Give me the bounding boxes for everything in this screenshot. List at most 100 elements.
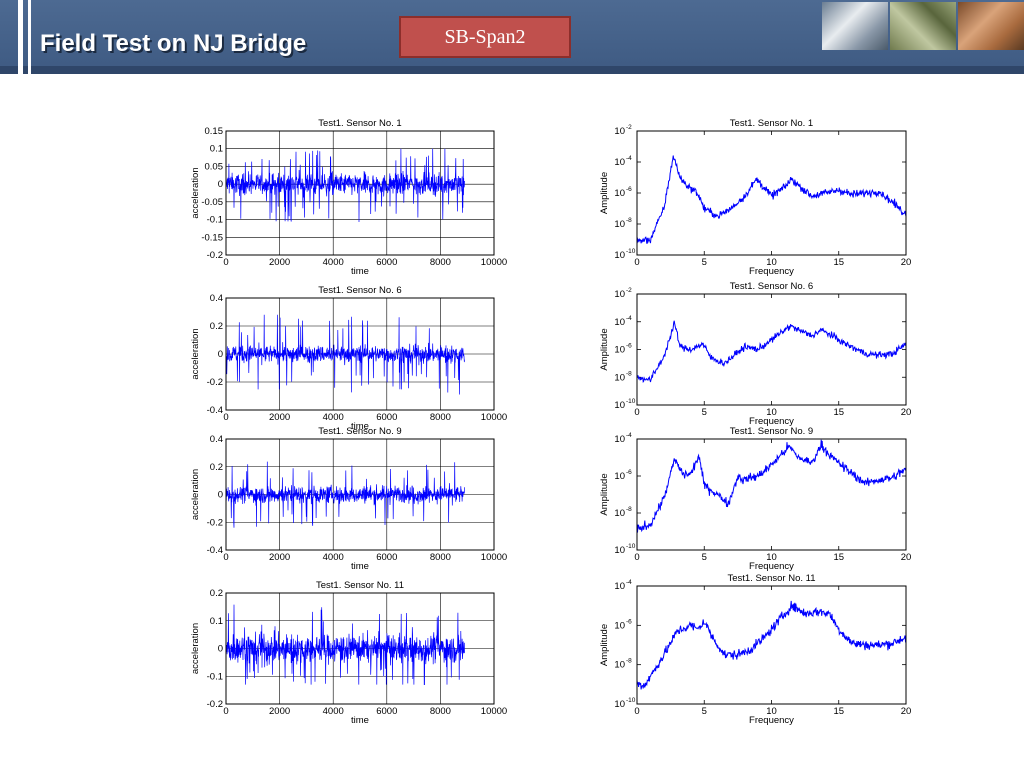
t1-y-tick-label: -0.2 [207, 250, 223, 261]
t11-x-tick-label: 4000 [323, 706, 344, 717]
t6-plot-frame [225, 297, 495, 411]
f11-x-tick-label: 10 [766, 706, 777, 717]
t1-series-line [225, 148, 465, 223]
t1-x-tick-label: 8000 [430, 257, 451, 268]
t6-y-tick-label: -0.2 [207, 377, 223, 388]
f9-x-tick-label: 20 [901, 552, 912, 563]
t11-y-tick-label: 0 [218, 644, 223, 655]
f9-y-tick-exponent: -4 [626, 432, 632, 439]
f6-x-tick-label: 5 [702, 407, 707, 418]
t6-y-tick-label: 0.4 [210, 293, 223, 304]
t9-y-tick-label: 0.4 [210, 434, 223, 445]
t11-y-tick-label: -0.1 [207, 671, 223, 682]
t6-chart-title: Test1. Sensor No. 6 [318, 285, 401, 296]
t1-x-tick-label: 0 [223, 257, 228, 268]
f1-x-tick-label: 20 [901, 257, 912, 268]
t6-x-tick-label: 4000 [323, 412, 344, 423]
t6-series-line [225, 314, 465, 395]
f6-y-tick-label: 10 [614, 317, 625, 328]
f9-y-axis-label: Amplitude [599, 473, 610, 515]
f9-x-tick-label: 0 [634, 552, 639, 563]
f1-y-tick-label: 10 [614, 219, 625, 230]
t11-x-tick-label: 0 [223, 706, 228, 717]
f1-x-tick-label: 5 [702, 257, 707, 268]
f1-series-line [636, 155, 907, 245]
t1-y-tick-label: -0.1 [207, 215, 223, 226]
header-band [0, 66, 1024, 74]
f6-y-tick-label: 10 [614, 289, 625, 300]
t9-x-axis-label: time [351, 561, 369, 572]
f6-y-tick-exponent: -2 [626, 287, 632, 294]
t6-y-tick-label: 0.2 [210, 321, 223, 332]
f11-y-tick-label: 10 [614, 581, 625, 592]
t1-plot-frame [225, 130, 495, 256]
f9-y-tick-label: 10 [614, 508, 625, 519]
f11-x-tick-label: 5 [702, 706, 707, 717]
t1-x-tick-label: 10000 [481, 257, 507, 268]
f6-x-tick-label: 15 [833, 407, 844, 418]
t11-plot-frame [225, 592, 495, 705]
f11-y-tick-exponent: -6 [626, 618, 632, 625]
bridge-photo-2 [890, 2, 956, 50]
f11-y-tick-exponent: -4 [626, 579, 632, 586]
f11-y-tick-label: 10 [614, 660, 625, 671]
t1-y-tick-label: 0 [218, 179, 223, 190]
f1-x-tick-label: 0 [634, 257, 639, 268]
t6-x-tick-label: 2000 [269, 412, 290, 423]
f1-x-tick-label: 15 [833, 257, 844, 268]
f11-y-axis-label: Amplitude [599, 624, 610, 666]
f9-series-line [636, 439, 907, 533]
f6-y-tick-exponent: -4 [626, 315, 632, 322]
f11-chart-title: Test1. Sensor No. 11 [727, 573, 815, 584]
f9-x-tick-label: 5 [702, 552, 707, 563]
t11-y-tick-label: 0.2 [210, 588, 223, 599]
f6-y-tick-exponent: -6 [626, 343, 632, 350]
t11-x-tick-label: 6000 [376, 706, 397, 717]
f1-y-tick-exponent: -4 [626, 155, 632, 162]
t6-x-axis-label: time [351, 421, 369, 432]
f11-plot-frame [636, 585, 907, 705]
f1-x-axis-label: Frequency [749, 266, 794, 277]
bridge-photo-1 [822, 2, 888, 50]
t11-x-tick-label: 10000 [481, 706, 507, 717]
t9-x-tick-label: 10000 [481, 552, 507, 563]
t9-plot-frame [225, 438, 495, 551]
f9-y-tick-label: 10 [614, 545, 625, 556]
f9-y-tick-label: 10 [614, 471, 625, 482]
t6-x-tick-label: 10000 [481, 412, 507, 423]
f9-x-tick-label: 15 [833, 552, 844, 563]
f1-y-tick-exponent: -2 [626, 124, 632, 131]
t1-y-tick-label: 0.1 [210, 144, 223, 155]
t6-y-tick-label: -0.4 [207, 405, 223, 416]
t9-x-tick-label: 0 [223, 552, 228, 563]
t1-y-axis-label: acceleration [190, 167, 201, 218]
f9-x-tick-label: 10 [766, 552, 777, 563]
t9-x-tick-label: 6000 [376, 552, 397, 563]
f11-y-tick-exponent: -10 [626, 697, 636, 704]
f1-y-tick-label: 10 [614, 188, 625, 199]
t11-x-tick-label: 2000 [269, 706, 290, 717]
t11-y-tick-label: -0.2 [207, 699, 223, 710]
t1-x-tick-label: 6000 [376, 257, 397, 268]
t9-chart-title: Test1. Sensor No. 9 [318, 426, 401, 437]
f9-y-tick-exponent: -6 [626, 469, 632, 476]
f9-x-axis-label: Frequency [749, 561, 794, 572]
f11-y-tick-label: 10 [614, 699, 625, 710]
t9-y-tick-label: -0.4 [207, 545, 223, 556]
t9-x-tick-label: 4000 [323, 552, 344, 563]
t11-chart-title: Test1. Sensor No. 11 [316, 580, 404, 591]
f1-y-tick-exponent: -8 [626, 217, 632, 224]
t1-y-tick-label: 0.05 [205, 161, 224, 172]
f9-y-tick-exponent: -10 [626, 543, 636, 550]
f6-plot-frame [636, 293, 907, 406]
bridge-photo-3 [958, 2, 1024, 50]
t9-x-tick-label: 8000 [430, 552, 451, 563]
t9-y-tick-label: -0.2 [207, 517, 223, 528]
t9-y-axis-label: acceleration [190, 469, 201, 520]
t11-x-tick-label: 8000 [430, 706, 451, 717]
header-accent-line [28, 0, 31, 74]
t9-x-tick-label: 2000 [269, 552, 290, 563]
t1-y-tick-label: 0.15 [205, 126, 224, 137]
f1-chart-title: Test1. Sensor No. 1 [730, 118, 813, 129]
f6-y-tick-label: 10 [614, 400, 625, 411]
